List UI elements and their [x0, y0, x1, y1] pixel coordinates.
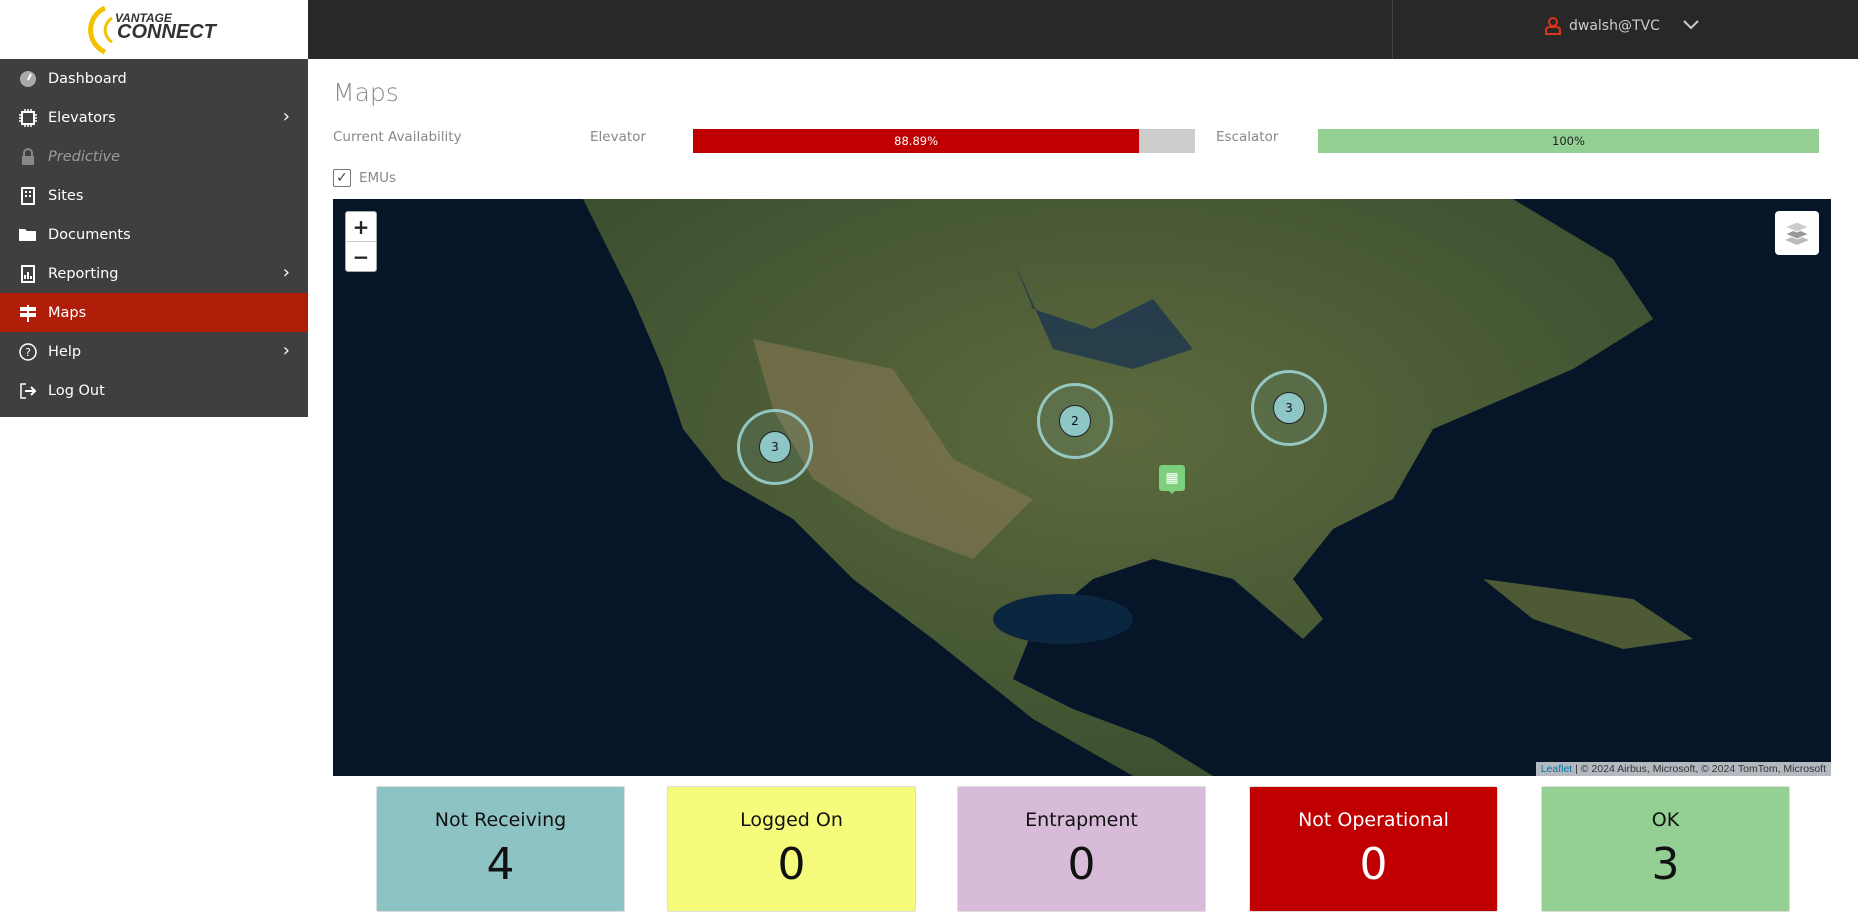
- sidebar-item-help[interactable]: ? Help ›: [0, 332, 308, 371]
- sidebar-item-log-out[interactable]: Log Out: [0, 371, 308, 410]
- zoom-control: + −: [345, 211, 377, 272]
- card-value: 4: [486, 839, 515, 890]
- cluster-count: 3: [1273, 392, 1305, 424]
- emus-label: EMUs: [359, 170, 397, 186]
- cluster-count: 2: [1059, 405, 1091, 437]
- logout-icon: [18, 381, 38, 401]
- card-label: Not Receiving: [434, 809, 567, 831]
- current-availability-label: Current Availability: [333, 129, 462, 145]
- status-card-entrapment[interactable]: Entrapment 0: [957, 786, 1206, 912]
- card-value: 0: [1067, 839, 1096, 890]
- status-card-not-operational[interactable]: Not Operational 0: [1249, 786, 1498, 912]
- elevator-availability-bar: 88.89%: [693, 129, 1195, 153]
- leaflet-link[interactable]: Leaflet: [1540, 763, 1573, 775]
- map-attribution: Leaflet | © 2024 Airbus, Microsoft, © 20…: [1535, 762, 1831, 776]
- report-icon: [18, 264, 38, 284]
- sidebar-item-label: Maps: [48, 304, 87, 321]
- satellite-basemap: [583, 199, 1693, 776]
- vantage-connect-logo[interactable]: VANTAGE CONNECT: [0, 0, 308, 59]
- map-cluster[interactable]: 3: [1251, 370, 1327, 446]
- status-card-ok[interactable]: OK 3: [1541, 786, 1790, 912]
- sidebar-item-predictive: Predictive: [0, 137, 308, 176]
- speedometer-icon: [18, 69, 38, 89]
- card-label: Not Operational: [1298, 809, 1449, 831]
- building-icon: [18, 186, 38, 206]
- zoom-in-button[interactable]: +: [346, 212, 376, 242]
- cluster-count: 3: [759, 431, 791, 463]
- chevron-right-icon: ›: [282, 106, 290, 127]
- map-view[interactable]: + − 3 2 3 ▦ Leaflet | © 2024 Airbus, Mic…: [333, 199, 1831, 776]
- status-card-not-receiving[interactable]: Not Receiving 4: [376, 786, 625, 912]
- svg-text:?: ?: [25, 346, 31, 359]
- layers-icon: [1783, 221, 1811, 245]
- escalator-label: Escalator: [1216, 129, 1279, 145]
- header-divider: [1392, 0, 1393, 59]
- sidebar-item-label: Help: [48, 343, 82, 360]
- svg-text:VANTAGE: VANTAGE: [115, 11, 173, 25]
- sidebar-item-maps[interactable]: Maps: [0, 293, 308, 332]
- card-value: 0: [777, 839, 806, 890]
- sidebar-item-dashboard[interactable]: Dashboard: [0, 59, 308, 98]
- map-cluster[interactable]: 3: [737, 409, 813, 485]
- folder-icon: [18, 225, 38, 245]
- chip-icon: [18, 108, 38, 128]
- user-menu[interactable]: dwalsh@TVC: [1545, 17, 1660, 35]
- zoom-out-button[interactable]: −: [352, 245, 370, 269]
- user-icon: [1545, 17, 1561, 35]
- sidebar-item-label: Documents: [48, 226, 131, 243]
- sidebar-item-label: Elevators: [48, 109, 116, 126]
- card-label: Entrapment: [1025, 809, 1138, 831]
- sidebar-item-label: Reporting: [48, 265, 119, 282]
- chevron-right-icon: ›: [282, 340, 290, 361]
- username: dwalsh@TVC: [1569, 18, 1660, 34]
- page-title: Maps: [333, 78, 399, 107]
- signpost-icon: [18, 303, 38, 323]
- elevator-label: Elevator: [590, 129, 646, 145]
- elevator-availability-fill: 88.89%: [693, 129, 1140, 153]
- top-header: [0, 0, 1858, 59]
- emus-checkbox[interactable]: ✓: [333, 169, 351, 187]
- sidebar: Dashboard Elevators › Predictive Sites Do…: [0, 59, 308, 417]
- layers-button[interactable]: [1775, 211, 1819, 255]
- sidebar-item-sites[interactable]: Sites: [0, 176, 308, 215]
- map-cluster[interactable]: 2: [1037, 383, 1113, 459]
- lock-icon: [18, 147, 38, 167]
- sidebar-item-label: Predictive: [48, 148, 121, 165]
- sidebar-item-label: Sites: [48, 187, 84, 204]
- card-value: 0: [1359, 839, 1388, 890]
- sidebar-item-reporting[interactable]: Reporting ›: [0, 254, 308, 293]
- card-label: OK: [1651, 809, 1680, 831]
- card-value: 3: [1651, 839, 1680, 890]
- status-card-logged-on[interactable]: Logged On 0: [667, 786, 916, 912]
- sidebar-item-label: Log Out: [48, 382, 105, 399]
- chevron-down-icon[interactable]: [1683, 16, 1699, 35]
- building-icon: ▦: [1165, 470, 1179, 486]
- chevron-right-icon: ›: [282, 262, 290, 283]
- sidebar-item-label: Dashboard: [48, 70, 127, 87]
- escalator-availability-fill: 100%: [1318, 129, 1819, 153]
- help-icon: ?: [18, 342, 38, 362]
- svg-text:CONNECT: CONNECT: [117, 21, 218, 43]
- building-marker[interactable]: ▦: [1159, 465, 1185, 494]
- sidebar-item-documents[interactable]: Documents: [0, 215, 308, 254]
- card-label: Logged On: [740, 809, 843, 831]
- sidebar-item-elevators[interactable]: Elevators ›: [0, 98, 308, 137]
- escalator-availability-bar: 100%: [1318, 129, 1819, 153]
- emus-toggle[interactable]: ✓ EMUs: [333, 169, 396, 187]
